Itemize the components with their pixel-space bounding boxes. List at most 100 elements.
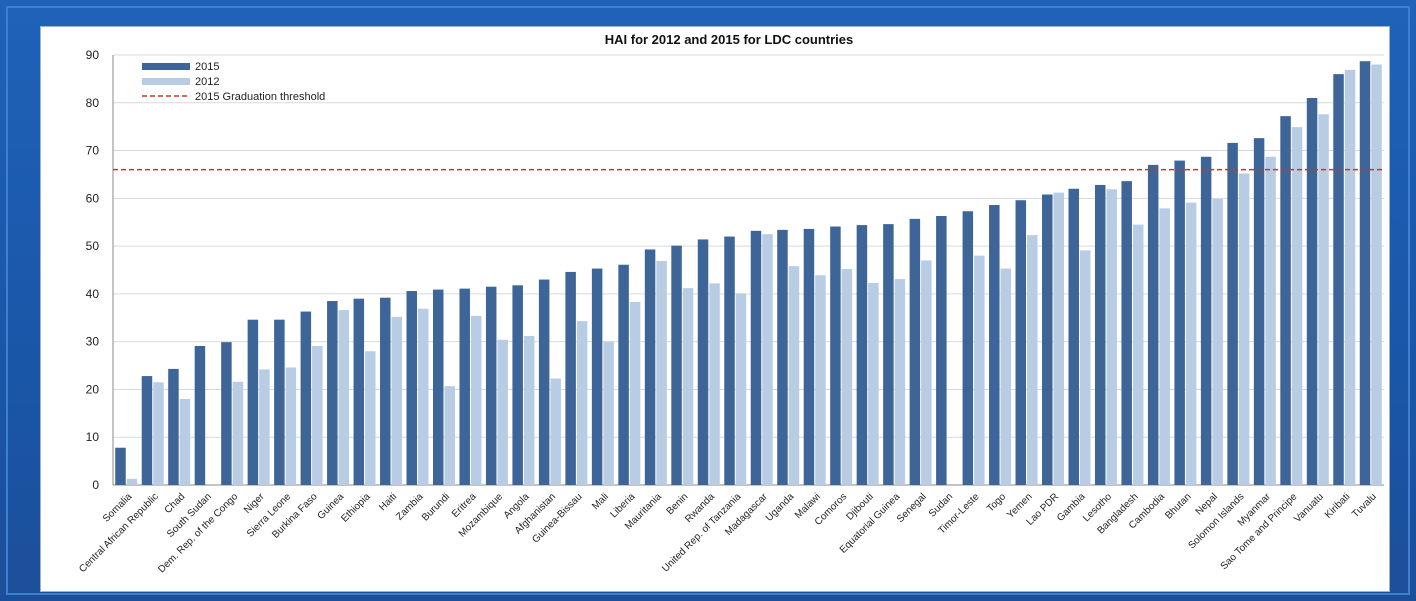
bar-2012: [444, 386, 455, 485]
y-axis: 0 10 20 30 40 50 60 70 80 90: [86, 48, 100, 492]
bar-2012: [1106, 189, 1117, 485]
bar-2012: [735, 293, 747, 485]
bar-2015: [697, 239, 709, 485]
x-tick-label: Senegal: [895, 491, 929, 525]
bar-2012: [259, 369, 270, 485]
bar-2012: [576, 321, 588, 485]
bar-2012: [788, 266, 800, 485]
legend-label-2015: 2015: [195, 61, 219, 73]
bar-2015: [512, 285, 523, 485]
legend: 2015 2012 2015 Graduation threshold: [142, 61, 325, 103]
bar-2012: [470, 315, 482, 485]
bar-2012: [1265, 156, 1276, 485]
bar-2015: [406, 291, 418, 485]
x-tick-label: Ethiopia: [339, 491, 373, 525]
bar-chart: HAI for 2012 and 2015 for LDC countries …: [77, 32, 1384, 576]
bar-2012: [1053, 192, 1065, 485]
bar-layer: [115, 61, 1382, 486]
bar-2012: [1159, 208, 1170, 485]
x-tick-label: Kiribati: [1323, 491, 1352, 520]
bar-2015: [1200, 156, 1212, 485]
bar-2012: [894, 279, 906, 485]
y-tick-label: 10: [86, 430, 100, 444]
x-tick-label: Uganda: [764, 491, 797, 524]
bar-2015: [565, 271, 576, 485]
bar-2015: [141, 376, 153, 485]
bar-2015: [353, 298, 365, 485]
bar-2012: [629, 302, 641, 485]
bar-2015: [591, 268, 603, 485]
bar-2015: [883, 224, 894, 485]
bar-2012: [153, 382, 164, 485]
bar-2015: [1121, 181, 1132, 485]
grid-layer: [112, 54, 1384, 486]
bar-2015: [618, 264, 629, 485]
bar-2012: [921, 260, 932, 485]
bar-2012: [841, 269, 853, 485]
y-tick-label: 0: [92, 478, 99, 492]
bar-2015: [327, 301, 338, 485]
bar-2012: [1027, 235, 1038, 485]
bar-2012: [1318, 114, 1329, 485]
legend-swatch-2015: [142, 63, 190, 70]
bar-2015: [1094, 184, 1106, 485]
bar-2012: [1185, 202, 1197, 485]
bar-2012: [1344, 69, 1356, 486]
bar-2012: [656, 260, 667, 485]
bar-2012: [365, 351, 376, 485]
bar-2015: [724, 236, 735, 485]
bar-2015: [380, 297, 391, 485]
bar-2015: [194, 345, 206, 485]
bar-2012: [391, 316, 403, 485]
x-tick-label: Bhutan: [1163, 491, 1193, 521]
bar-2015: [1227, 142, 1238, 485]
bar-2012: [285, 367, 297, 485]
x-tick-label: Vanuatu: [1292, 491, 1326, 525]
x-tick-label: Tuvalu: [1350, 491, 1379, 520]
bar-2015: [803, 228, 815, 485]
bar-2012: [1000, 268, 1012, 485]
bar-2012: [682, 288, 694, 485]
bar-2012: [868, 282, 879, 485]
bar-2015: [459, 288, 470, 485]
bar-2015: [962, 211, 974, 485]
bar-2015: [671, 245, 682, 485]
bar-2015: [830, 226, 841, 485]
bar-2012: [232, 381, 244, 485]
bar-2015: [644, 249, 656, 485]
bar-2012: [312, 345, 323, 485]
x-tick-label: Burundi: [420, 491, 452, 523]
legend-label-threshold: 2015 Graduation threshold: [195, 91, 325, 103]
bar-2015: [1359, 61, 1371, 485]
bar-2012: [126, 478, 138, 485]
bar-2015: [432, 289, 444, 485]
y-tick-label: 30: [86, 335, 100, 349]
bar-2015: [750, 230, 762, 485]
bar-2015: [274, 319, 285, 485]
bar-2012: [418, 308, 429, 485]
bar-2015: [1068, 188, 1079, 485]
chart-title: HAI for 2012 and 2015 for LDC countries: [605, 32, 854, 47]
y-tick-label: 70: [86, 144, 100, 158]
bar-2015: [909, 218, 921, 485]
bar-2015: [936, 216, 947, 485]
y-tick-label: 20: [86, 382, 100, 396]
y-tick-label: 60: [86, 191, 100, 205]
bar-2015: [1306, 98, 1318, 485]
legend-label-2012: 2012: [195, 76, 219, 88]
legend-swatch-2012: [142, 78, 190, 85]
y-tick-label: 40: [86, 287, 100, 301]
bar-2012: [497, 339, 508, 485]
bar-2015: [777, 229, 788, 485]
bar-2012: [1079, 250, 1091, 485]
bar-2015: [115, 447, 126, 485]
bar-2015: [221, 342, 232, 485]
bar-2012: [1371, 64, 1382, 486]
y-tick-label: 50: [86, 239, 100, 253]
bar-2012: [709, 283, 720, 485]
bar-2015: [1042, 194, 1053, 485]
bar-2015: [1015, 200, 1027, 485]
x-tick-label: Chad: [163, 491, 188, 516]
bar-2012: [974, 255, 985, 485]
